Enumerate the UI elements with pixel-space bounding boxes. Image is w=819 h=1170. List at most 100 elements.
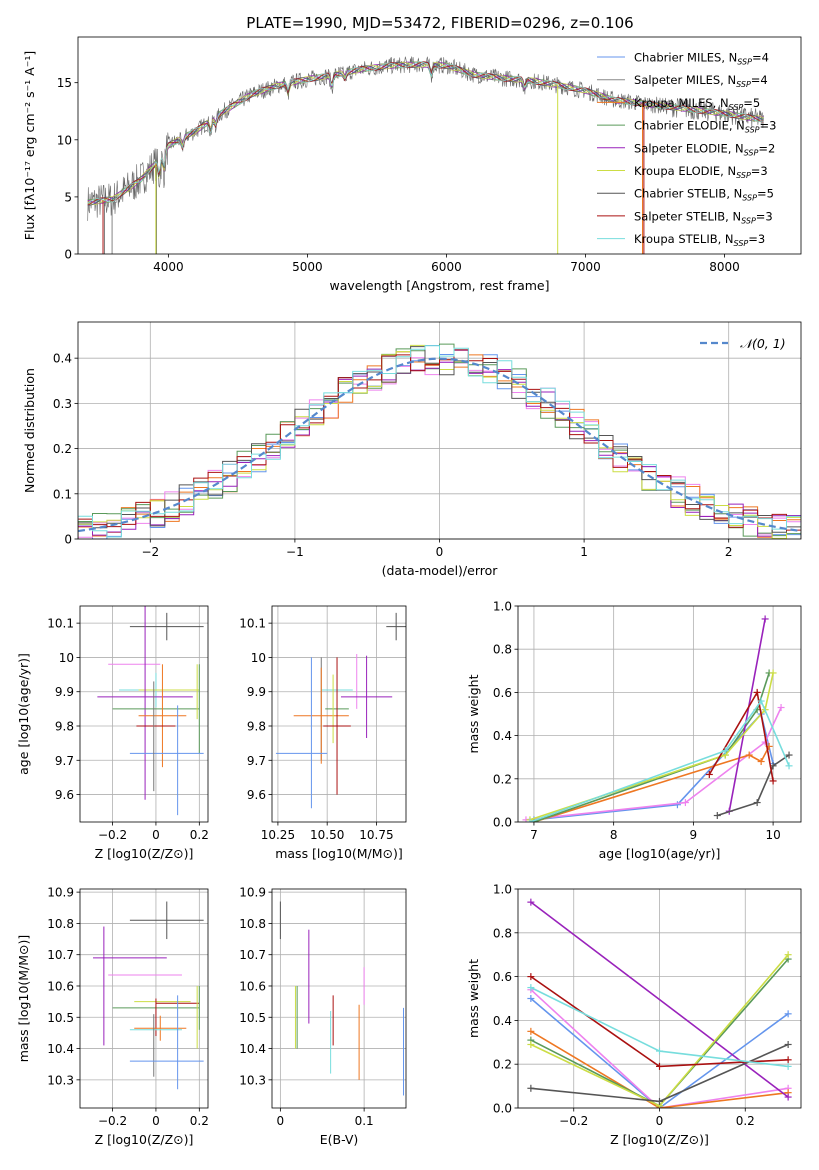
y-tick-label: 10.3: [47, 1073, 74, 1087]
weight-series-line: [530, 989, 789, 1108]
plot-area: [279, 901, 404, 1096]
y-tick-label: 10.8: [47, 917, 74, 931]
legend-entry: Chabrier MILES, NSSP=4: [634, 51, 769, 67]
y-tick-label: 10: [57, 133, 72, 147]
error-bar-point: [293, 667, 349, 764]
x-tick-label: 0.2: [190, 1114, 209, 1128]
ebv-mass-panel: 0 0.1 10.3 10.4 10.5 10.6 10.7 10.8 10.9 E(B-V): [239, 886, 407, 1147]
x-tick-label: 0: [436, 545, 444, 559]
weight-point-marker: [721, 747, 729, 755]
weight-point-marker: [656, 1047, 663, 1055]
error-bar-point: [386, 612, 406, 641]
weight-point-marker: [784, 1093, 792, 1101]
weight-point-marker: [530, 818, 538, 822]
y-tick-label: 0.4: [53, 352, 72, 366]
weight-series-line: [717, 754, 790, 817]
y-tick-label: 0.1: [53, 487, 72, 501]
spectrum-legend: Chabrier MILES, NSSP=4 Salpeter MILES, NS…: [597, 51, 776, 248]
y-tick-label: 10.7: [47, 948, 74, 962]
y-tick-label: 1.0: [493, 883, 512, 897]
legend-entry: Salpeter ELODIE, NSSP=2: [634, 141, 775, 157]
x-axis-label: age [log10(age/yr)]: [599, 846, 721, 861]
axes-frame: [517, 605, 802, 823]
age-weight-panel: 7 8 9 10 0.0 0.2 0.4 0.6 0.8 1.0 age [log10(age/yr…: [466, 600, 802, 861]
weight-series-line: [530, 1030, 789, 1108]
weight-point-marker: [753, 799, 761, 807]
weight-series-line: [530, 997, 789, 1108]
weight-point-marker: [527, 1084, 535, 1092]
axes-frame: [271, 605, 407, 823]
x-tick-label: 0: [656, 1114, 664, 1128]
x-axis-label: Z [log10(Z/Z⊙)]: [95, 846, 194, 861]
model-spectrum-line: [87, 61, 764, 204]
y-tick-label: 9.7: [247, 754, 266, 768]
y-tick-label: 9.9: [55, 685, 74, 699]
y-axis-label: age [log10(age/yr)]: [16, 653, 31, 775]
y-tick-label: 10.5: [239, 1011, 266, 1025]
x-tick-label: 0.1: [355, 1114, 374, 1128]
x-tick-label: 4000: [153, 260, 184, 274]
weight-series-line: [533, 746, 770, 822]
y-tick-label: 0.2: [493, 772, 512, 786]
z-mass-panel: −0.2 0 0.2 10.3 10.4 10.5 10.6 10.7 10.8 10.9 Z [l…: [16, 886, 209, 1147]
weight-series-line: [728, 618, 766, 812]
y-tick-label: 10: [59, 651, 74, 665]
weight-point-marker: [777, 704, 785, 712]
x-tick-label: 0: [277, 1114, 285, 1128]
y-tick-label: 0.6: [493, 970, 512, 984]
model-spectrum-line: [87, 61, 764, 205]
weight-series-line: [533, 672, 770, 822]
x-tick-label: −1: [286, 545, 304, 559]
error-bar-point: [323, 657, 351, 795]
y-tick-label: 10.8: [239, 917, 266, 931]
y-tick-label: 10.9: [47, 886, 74, 900]
weight-point-marker: [673, 801, 681, 809]
plot-area: [78, 343, 801, 539]
x-tick-label: 10.25: [261, 828, 295, 842]
y-tick-label: 0.2: [53, 442, 72, 456]
y-tick-label: 10.9: [239, 886, 266, 900]
x-tick-label: −2: [141, 545, 159, 559]
legend-entry: Salpeter MILES, NSSP=4: [634, 73, 768, 89]
plot-area: [93, 901, 204, 1090]
weight-point-marker: [784, 1062, 792, 1070]
legend-entry: Salpeter STELIB, NSSP=3: [634, 209, 773, 225]
y-tick-label: 5: [64, 190, 72, 204]
z-weight-panel: −0.2 0 0.2 0.0 0.2 0.4 0.6 0.8 1.0 Z [log10(Z/Z⊙)…: [466, 883, 802, 1147]
weight-point-marker: [526, 818, 534, 822]
histogram-step: [78, 349, 801, 539]
weight-point-marker: [681, 799, 689, 807]
weight-point-marker: [745, 751, 753, 759]
y-tick-label: 10.6: [47, 979, 74, 993]
x-tick-label: 9: [690, 828, 698, 842]
y-tick-label: 0: [64, 248, 72, 262]
histogram-step: [78, 345, 801, 538]
y-tick-label: 0.0: [493, 816, 512, 830]
y-tick-label: 10.5: [47, 1011, 74, 1025]
y-tick-label: 0.8: [493, 643, 512, 657]
x-tick-label: 8: [610, 828, 618, 842]
x-tick-label: 10: [765, 828, 780, 842]
y-axis-label: Flux [fλ10⁻¹⁷ erg cm⁻² s⁻¹ A⁻¹]: [22, 51, 37, 240]
model-spectrum-line: [87, 61, 764, 205]
weight-point-marker: [784, 951, 792, 959]
y-tick-label: 0: [64, 533, 72, 547]
x-axis-label: wavelength [Angstrom, rest frame]: [329, 278, 549, 293]
y-tick-label: 9.7: [55, 754, 74, 768]
y-tick-label: 10.4: [239, 1042, 266, 1056]
error-bar-point: [129, 612, 204, 641]
y-tick-label: 10.1: [47, 617, 74, 631]
mass-age-panel: 10.25 10.50 10.75 9.6 9.7 9.8 9.9 10 10.1 mass [l…: [239, 605, 407, 861]
x-tick-label: 10.75: [359, 828, 393, 842]
x-tick-label: 0: [152, 828, 160, 842]
axes-frame: [77, 36, 802, 255]
x-tick-label: 1: [580, 545, 588, 559]
weight-point-marker: [769, 669, 777, 677]
x-axis-label: mass [log10(M/M⊙)]: [275, 846, 403, 861]
x-axis-label: E(B-V): [320, 1132, 359, 1147]
normal-curve: [78, 357, 801, 533]
axes-frame: [271, 888, 407, 1109]
weight-point-marker: [757, 758, 765, 766]
weight-point-marker: [656, 1097, 663, 1105]
